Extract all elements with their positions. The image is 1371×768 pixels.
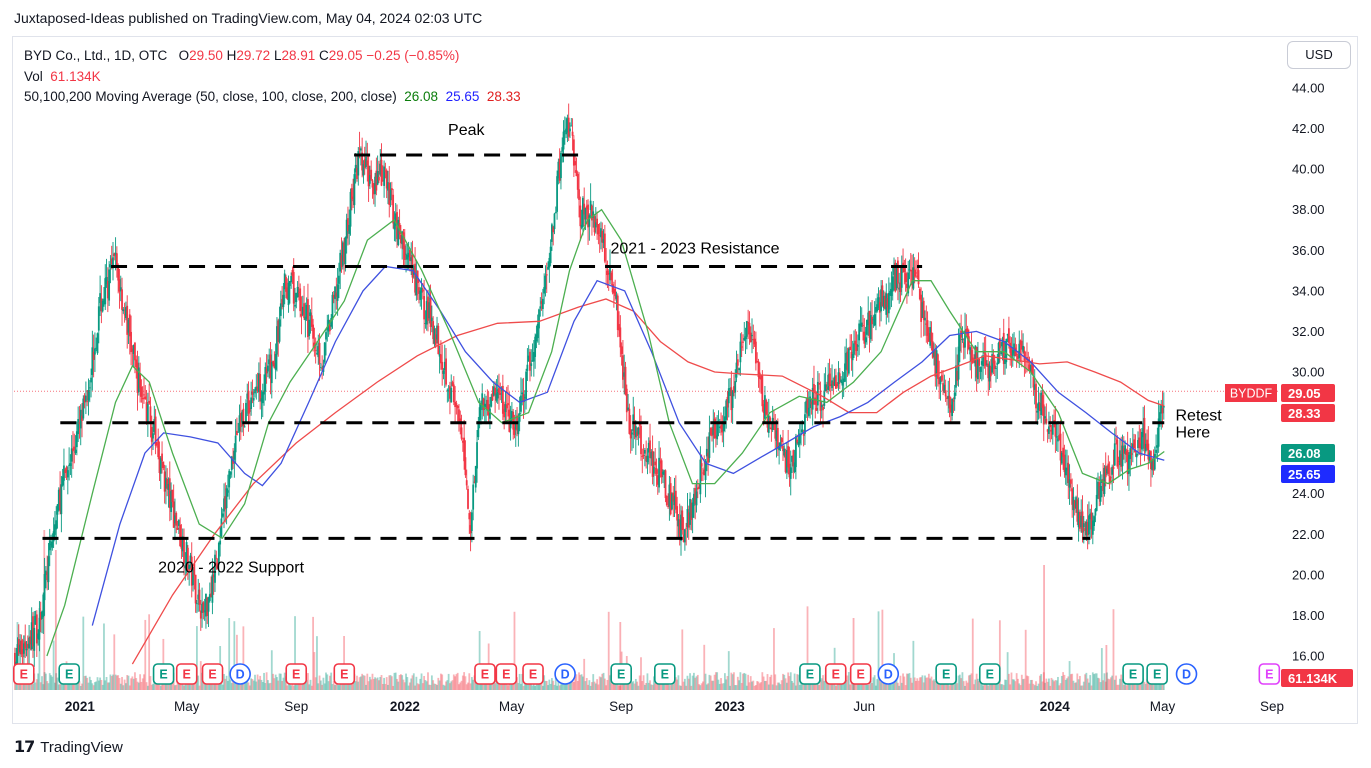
chart-frame[interactable] (12, 36, 1358, 724)
legend-volume-row: Vol 61.134K (24, 67, 521, 88)
publication-byline: Juxtaposed-Ideas published on TradingVie… (14, 10, 483, 26)
legend-open-label: O (178, 48, 190, 63)
legend-ma200: 28.33 (486, 89, 521, 104)
footer-brand[interactable]: 𝟭𝟳 TradingView (14, 737, 123, 757)
legend-volume: 61.134K (50, 68, 101, 84)
legend-price-row: BYD Co., Ltd., 1D, OTC O29.50 H29.72 L28… (24, 46, 521, 67)
legend-ma100: 25.65 (445, 89, 480, 104)
currency-button[interactable]: USD (1287, 41, 1351, 69)
legend-low: 28.91 (281, 48, 316, 63)
legend-close: 29.05 (328, 48, 363, 63)
chart-legend: BYD Co., Ltd., 1D, OTC O29.50 H29.72 L28… (24, 46, 521, 108)
legend-ma-label[interactable]: 50,100,200 Moving Average (50, close, 10… (24, 89, 397, 104)
legend-high: 29.72 (236, 48, 271, 63)
legend-high-label: H (226, 48, 237, 63)
legend-volume-label[interactable]: Vol (24, 68, 43, 84)
legend-ma50: 26.08 (404, 89, 439, 104)
legend-change: −0.25 (−0.85%) (366, 48, 460, 63)
legend-ma-row: 50,100,200 Moving Average (50, close, 10… (24, 87, 521, 108)
legend-symbol[interactable]: BYD Co., Ltd., 1D, OTC (24, 48, 168, 63)
tradingview-logo-icon: 𝟭𝟳 (14, 739, 35, 756)
legend-low-label: L (273, 48, 282, 63)
footer-brand-label: TradingView (40, 738, 123, 756)
legend-open: 29.50 (189, 48, 223, 63)
legend-close-label: C (319, 48, 329, 63)
